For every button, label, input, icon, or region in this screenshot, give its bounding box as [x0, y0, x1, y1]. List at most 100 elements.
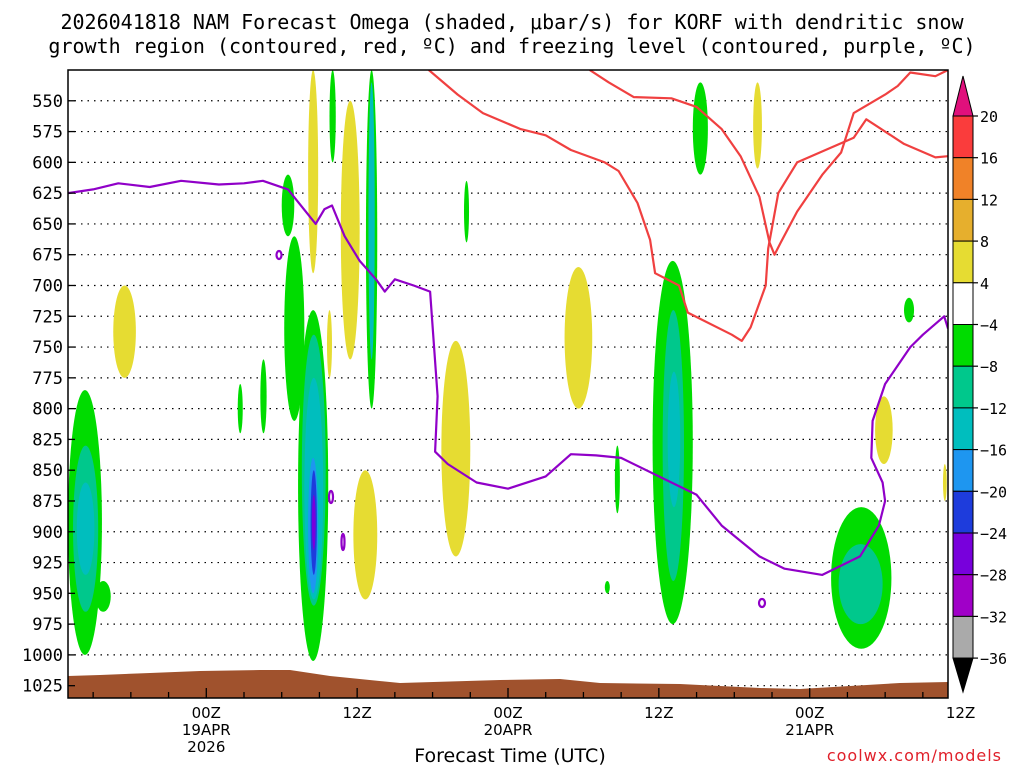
dendritic-contour-1 — [589, 70, 948, 256]
omega-cell — [260, 359, 267, 434]
colorbar-label: −20 — [980, 483, 1007, 501]
freezing-level-closed-contour — [327, 489, 335, 505]
colorbar-top-arrow — [952, 75, 974, 117]
x-tick-label: 00Z — [493, 704, 522, 722]
colorbar-label: −16 — [980, 442, 1007, 460]
colorbar-label: −36 — [980, 650, 1007, 668]
omega-cell — [564, 267, 593, 409]
colorbar-segment — [952, 157, 974, 200]
terrain-surface — [68, 670, 948, 698]
colorbar-segment — [952, 615, 974, 659]
x-tick-label: 12Z — [946, 704, 975, 722]
y-tick-label-900: 900 — [32, 523, 63, 543]
y-tick-label-950: 950 — [32, 584, 63, 604]
omega-cell — [308, 70, 319, 274]
omega-cell — [237, 384, 243, 434]
colorbar-segment — [952, 490, 974, 534]
colorbar-label: −32 — [980, 608, 1007, 626]
colorbar-label: 8 — [980, 233, 989, 251]
omega-cell — [692, 82, 708, 175]
x-tick-date-label: 20APR — [484, 721, 533, 739]
plot-area — [68, 70, 948, 698]
colorbar-segment — [952, 574, 974, 617]
omega-cell — [942, 464, 947, 501]
colorbar-label: −24 — [980, 525, 1007, 543]
freezing-level-contours — [68, 179, 948, 609]
y-tick-label-825: 825 — [32, 430, 63, 450]
y-tick-label-675: 675 — [32, 246, 63, 266]
omega-shading — [68, 70, 947, 662]
omega-cell — [340, 100, 360, 360]
credit-text: coolwx.com/models — [826, 746, 1002, 765]
omega-cell — [311, 494, 316, 551]
colorbar-label: −4 — [980, 317, 998, 335]
x-tick-label: 00Z — [192, 704, 221, 722]
x-axis: 00Z19APR202612Z00Z20APR12Z00Z21APR12Z00Z… — [92, 688, 975, 756]
x-tick-year-label: 2026 — [187, 738, 225, 756]
omega-cell — [441, 340, 471, 557]
colorbar-label: 16 — [980, 150, 998, 168]
omega-cell — [875, 396, 893, 465]
omega-cell — [904, 297, 915, 323]
colorbar-segment — [952, 532, 974, 576]
colorbar-segment — [952, 449, 974, 492]
y-tick-label-1025: 1025 — [22, 677, 63, 697]
y-tick-label-975: 975 — [32, 615, 63, 635]
x-tick-date-label: 21APR — [785, 721, 834, 739]
chart-title-line-1: 2026041818 NAM Forecast Omega (shaded, μ… — [60, 10, 964, 34]
omega-cell — [326, 310, 332, 378]
y-tick-label-650: 650 — [32, 215, 63, 235]
omega-cell — [113, 285, 136, 378]
colorbar-segment — [952, 324, 974, 367]
y-tick-label-575: 575 — [32, 123, 63, 143]
colorbar-label: −28 — [980, 567, 1007, 585]
omega-cell — [281, 174, 295, 237]
omega-cell — [667, 371, 681, 508]
colorbar-segment — [952, 407, 974, 451]
dendritic-growth-contours — [428, 70, 948, 342]
y-tick-label-775: 775 — [32, 369, 63, 389]
y-tick-label-600: 600 — [32, 153, 63, 173]
omega-cell — [838, 544, 883, 625]
y-axis: 550 575 600 625 650 675 700 725 750 775 800 825 850 8… — [22, 92, 75, 697]
colorbar-label: 4 — [980, 275, 989, 293]
x-tick-date-label: 19APR — [182, 721, 231, 739]
x-tick-label: 12Z — [342, 704, 371, 722]
colorbar-bottom-arrow — [952, 657, 974, 694]
colorbar-segment — [952, 115, 974, 159]
freezing-level-closed-contour — [340, 532, 346, 552]
x-axis-title: Forecast Time (UTC) — [414, 745, 606, 767]
freezing-level-contour-0 — [68, 179, 948, 576]
colorbar-label: −8 — [980, 358, 998, 376]
y-tick-label-750: 750 — [32, 338, 63, 358]
y-tick-label-1000: 1000 — [22, 646, 63, 666]
x-tick-label: 12Z — [644, 704, 673, 722]
omega-cell — [368, 82, 375, 360]
omega-cell — [76, 482, 95, 575]
x-tick-label: 00Z — [795, 704, 824, 722]
freezing-level-closed-contour — [275, 249, 283, 261]
y-tick-label-700: 700 — [32, 276, 63, 296]
y-tick-label-850: 850 — [32, 461, 63, 481]
omega-cell — [604, 581, 610, 594]
chart-title-line-2: growth region (contoured, red, ºC) and f… — [48, 34, 976, 58]
y-tick-label-800: 800 — [32, 400, 63, 420]
omega-cell — [614, 445, 620, 514]
y-tick-label-875: 875 — [32, 492, 63, 512]
freezing-level-closed-contour — [757, 597, 767, 609]
omega-cell — [95, 581, 111, 612]
colorbar-label: −12 — [980, 400, 1007, 418]
y-tick-label-625: 625 — [32, 184, 63, 204]
y-tick-label-925: 925 — [32, 554, 63, 574]
dendritic-contour-0 — [428, 70, 948, 342]
colorbar-segment — [952, 282, 974, 325]
omega-cell — [753, 82, 762, 169]
colorbar-label: 12 — [980, 191, 998, 209]
omega-cell — [329, 70, 336, 163]
colorbar-segment — [952, 365, 974, 409]
colorbar-label: 20 — [980, 108, 998, 126]
y-tick-label-550: 550 — [32, 92, 63, 112]
colorbar-segment — [952, 198, 974, 242]
colorbar: 20 16 12 8 4 −4 −8 −12 −16 −20 −24 −28 −32 −36 — [952, 75, 1007, 694]
